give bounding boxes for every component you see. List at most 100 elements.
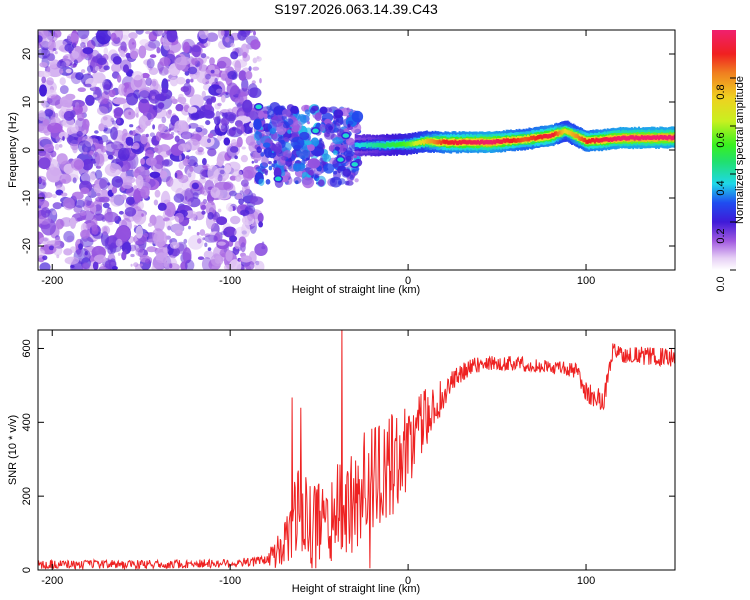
spectrogram-noise-blob bbox=[238, 169, 244, 175]
spectrogram-noise-blob bbox=[103, 65, 110, 71]
spectrogram-noise-blob bbox=[166, 150, 170, 156]
spectrogram-ridge-segment bbox=[566, 130, 569, 135]
spectrogram-noise-blob bbox=[70, 265, 75, 268]
spectrogram-noise-blob bbox=[54, 143, 60, 151]
spectrogram-noise-blob bbox=[121, 176, 136, 184]
spectrogram-transition-blob bbox=[314, 112, 322, 121]
spectrogram-noise-blob bbox=[190, 112, 200, 120]
spectrogram-noise-blob bbox=[38, 205, 42, 209]
spectrogram-noise-blob bbox=[240, 255, 252, 263]
spectrogram-noise-blob bbox=[130, 50, 139, 60]
spectrogram-ridge-segment bbox=[529, 135, 532, 140]
spectrogram-transition-blob bbox=[347, 123, 351, 128]
spectrogram-noise-blob bbox=[224, 164, 232, 174]
spectrogram-noise-blob bbox=[54, 112, 59, 118]
spectrogram-ridge-segment bbox=[573, 133, 576, 138]
colorbar-tick-label: 0.4 bbox=[715, 180, 727, 195]
spectrogram-noise-blob bbox=[181, 131, 192, 140]
spectrogram-ridge-segment bbox=[366, 143, 369, 148]
spectrogram-noise-blob bbox=[244, 260, 255, 270]
spectrogram-noise-blob bbox=[226, 82, 238, 96]
spectrogram-ridge-segment bbox=[628, 136, 630, 141]
x-tick-label: 100 bbox=[577, 575, 595, 587]
colorbar-gradient bbox=[712, 30, 736, 270]
spectrogram-noise-blob bbox=[42, 255, 48, 261]
spectrogram-noise-blob bbox=[102, 116, 108, 121]
spectrogram-noise-blob bbox=[238, 198, 245, 205]
spectrogram-noise-blob bbox=[119, 50, 125, 57]
spectrogram-noise-blob bbox=[183, 238, 188, 244]
spectrogram-ridge-segment bbox=[367, 142, 370, 147]
spectrogram-ridge-segment bbox=[514, 138, 517, 143]
spectrogram-transition-blob bbox=[307, 144, 315, 152]
spectrogram-transition-blob bbox=[333, 109, 344, 119]
spectrogram-ridge-segment bbox=[376, 142, 379, 147]
spectrogram-ridge-segment bbox=[424, 139, 427, 144]
spectrogram-noise-blob bbox=[80, 69, 86, 74]
spectrogram-noise-blob bbox=[234, 60, 242, 73]
spectrogram-transition-blob bbox=[343, 150, 355, 157]
spectrogram-ridge-segment bbox=[552, 132, 555, 138]
spectrogram-ridge-segment bbox=[629, 135, 632, 140]
spectrogram-noise-blob bbox=[207, 148, 217, 157]
spectrogram-noise-blob bbox=[190, 78, 194, 83]
spectrogram-ridge-segment bbox=[673, 134, 675, 139]
spectrogram-noise-blob bbox=[229, 175, 237, 181]
spectrogram-noise-blob bbox=[125, 196, 135, 205]
spectrogram-noise-blob bbox=[162, 261, 168, 267]
spectrogram-noise-blob bbox=[250, 39, 261, 50]
spectrogram-noise-blob bbox=[185, 78, 191, 84]
spectrogram-noise-blob bbox=[184, 259, 195, 270]
spectrogram-noise-blob bbox=[236, 136, 243, 148]
spectrogram-transition-blob bbox=[281, 156, 287, 161]
spectrogram-noise-blob bbox=[95, 153, 105, 167]
spectrogram-noise-blob bbox=[149, 132, 155, 137]
spectrogram-noise-blob bbox=[178, 174, 189, 184]
spectrogram-transition-blob bbox=[254, 130, 263, 140]
spectrogram-noise-blob bbox=[153, 230, 168, 248]
spectrogram-noise-blob bbox=[102, 202, 110, 209]
spectrogram-ridge-segment bbox=[666, 136, 669, 141]
spectrogram-noise-blob bbox=[84, 83, 92, 88]
snr-y-label: SNR (10 * v/v) bbox=[7, 415, 19, 485]
spectrogram-noise-blob bbox=[214, 250, 221, 254]
spectrogram-noise-blob bbox=[188, 225, 191, 230]
spectrogram-transition-blob bbox=[314, 150, 321, 157]
spectrogram-noise-blob bbox=[210, 69, 215, 74]
spectrogram-ridge-segment bbox=[554, 131, 556, 136]
spectrogram-noise-blob bbox=[40, 218, 57, 236]
spectrogram-ridge-segment bbox=[544, 133, 546, 139]
spectrogram-noise-blob bbox=[162, 247, 169, 253]
spectrogram-hotspot bbox=[310, 127, 321, 135]
spectrogram-ridge-segment bbox=[571, 132, 574, 137]
spectrogram-ridge-segment bbox=[384, 143, 387, 148]
spectrogram-ridge-segment bbox=[462, 139, 465, 144]
spectrogram-noise-blob bbox=[111, 186, 118, 194]
spectrogram-noise-blob bbox=[171, 223, 184, 234]
spectrogram-ridge-segment bbox=[593, 139, 596, 144]
spectrogram-noise-blob bbox=[145, 258, 151, 264]
spectrogram-noise-blob bbox=[138, 90, 151, 104]
spectrogram-noise-blob bbox=[56, 60, 67, 69]
spectrogram-ridge-segment bbox=[609, 137, 612, 142]
spectrogram-noise-blob bbox=[220, 30, 225, 36]
spectrogram-noise-blob bbox=[242, 169, 254, 181]
spectrogram-transition-blob bbox=[329, 176, 342, 188]
spectrogram-ridge-segment bbox=[667, 134, 670, 140]
spectrogram-noise-blob bbox=[133, 262, 139, 268]
spectrogram-ridge-segment bbox=[410, 142, 413, 147]
spectrogram-noise-blob bbox=[205, 73, 211, 80]
spectrogram-noise-blob bbox=[248, 141, 258, 153]
spectrogram-ridge-segment bbox=[383, 143, 386, 148]
spectrogram-noise-blob bbox=[153, 199, 159, 206]
spectrogram-noise-blob bbox=[215, 124, 219, 129]
spectrogram-noise-blob bbox=[84, 195, 93, 206]
spectrogram-noise-blob bbox=[198, 30, 209, 40]
spectrogram-ridge-segment bbox=[484, 140, 487, 145]
spectrogram-noise-blob bbox=[192, 192, 199, 200]
spectrogram-ridge-segment bbox=[562, 129, 565, 134]
spectrogram-noise-blob bbox=[77, 30, 90, 40]
spectrogram-noise-blob bbox=[164, 201, 176, 218]
spectrogram-noise-blob bbox=[169, 76, 179, 87]
